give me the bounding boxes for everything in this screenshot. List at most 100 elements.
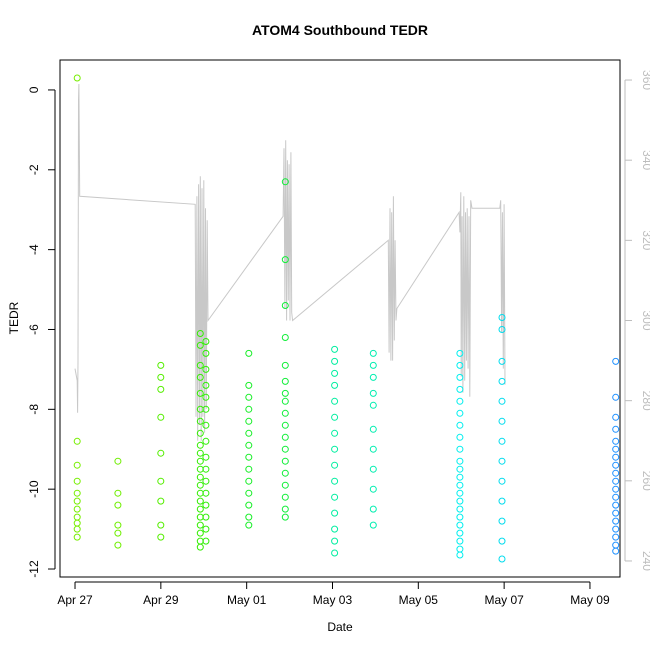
data-point [369,445,377,453]
data-point [114,521,122,529]
data-point [157,385,165,393]
data-point [612,541,620,549]
data-point [245,381,253,389]
data-point [456,409,464,417]
data-point [245,349,253,357]
data-point [196,429,204,437]
data-point [281,421,289,429]
data-point [281,445,289,453]
data-point [369,361,377,369]
data-point [196,441,204,449]
data-point [498,377,506,385]
data-point [456,537,464,545]
right-tick-label: 240 [640,551,650,571]
data-point [331,461,339,469]
data-point [456,551,464,559]
data-point [202,338,210,345]
data-point [331,525,339,533]
data-point [456,465,464,473]
data-point [281,457,289,465]
data-point [157,477,165,485]
y-tick-label: -10 [27,480,41,498]
x-axis-title: Date [327,620,353,634]
data-point [281,397,289,405]
data-point [281,409,289,417]
direction-series [74,83,506,441]
data-point [331,345,339,353]
data-point [612,413,620,421]
data-point [245,465,253,473]
y-tick-label: -8 [27,404,41,415]
data-point [369,521,377,529]
right-tick-label: 260 [640,471,650,491]
data-point [114,489,122,497]
data-point [157,413,165,421]
data-point [202,421,210,429]
data-point [281,361,289,369]
data-point [331,445,339,453]
data-point [331,397,339,405]
data-point [612,437,620,445]
data-point [612,393,620,401]
data-point [114,529,122,537]
data-point [498,537,506,545]
data-point [73,489,81,497]
data-point [456,489,464,497]
right-tick-label: 360 [640,70,650,90]
x-tick-label: May 07 [484,593,524,607]
data-point [456,349,464,357]
data-point [114,541,122,549]
data-point [157,497,165,505]
data-point [456,433,464,441]
data-point [196,417,204,425]
data-point [369,349,377,357]
data-point [369,505,377,513]
data-point [612,547,620,555]
data-point [196,373,204,381]
data-point [612,509,620,517]
data-point [73,525,81,533]
data-point [245,453,253,461]
data-point [157,449,165,457]
data-point [612,533,620,541]
data-point [202,381,210,389]
data-point [281,433,289,441]
data-point [157,533,165,541]
data-point [612,461,620,469]
data-point [612,453,620,461]
data-point [196,473,204,481]
data-point [456,385,464,393]
data-point [202,501,210,509]
data-point [456,505,464,513]
data-point [456,421,464,429]
data-point [498,397,506,405]
y-axis-title: TEDR [7,301,21,334]
data-point [331,429,339,437]
y-tick-label: 0 [27,86,41,93]
data-point [498,497,506,505]
data-point [196,341,204,349]
data-point [73,461,81,469]
data-point [196,389,204,397]
data-point [202,349,210,357]
data-point [331,537,339,545]
data-point [157,521,165,529]
x-tick-label: May 03 [313,593,353,607]
data-point [498,457,506,465]
data-point [456,513,464,521]
data-point [114,457,122,465]
data-point [196,543,204,551]
data-point [612,501,620,509]
data-point [331,509,339,517]
y-axis: 0 -2 -4 -6 -8 -10 -12 [27,86,56,578]
data-point [245,405,253,413]
data-point [281,178,289,186]
data-point [498,517,506,525]
data-point [245,393,253,401]
data-point [281,513,289,521]
data-point [369,425,377,433]
data-point [202,525,210,533]
data-point [202,405,210,413]
data-point [73,505,81,513]
